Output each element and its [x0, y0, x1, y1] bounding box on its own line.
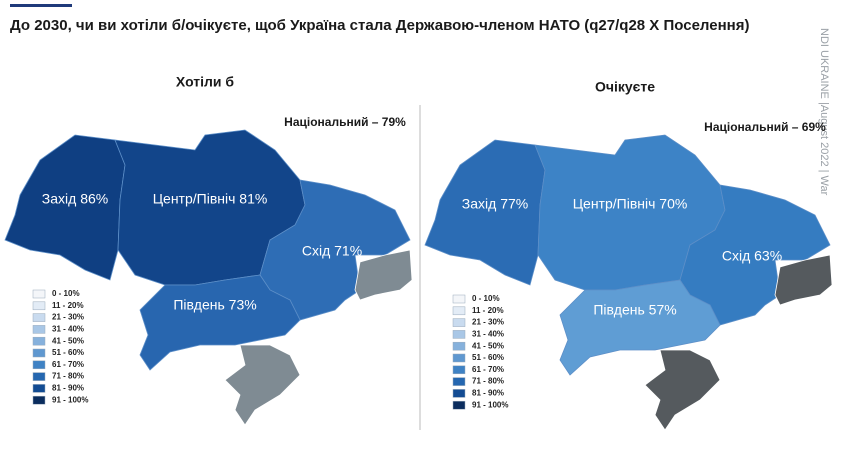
- legend-swatch: [452, 389, 466, 398]
- region-label: Захід 77%: [462, 196, 528, 212]
- region: [259, 179, 411, 321]
- legend-label: 31 - 40%: [472, 330, 504, 339]
- legend-swatch: [32, 348, 46, 358]
- legend-label: 11 - 20%: [472, 306, 504, 315]
- legend-swatch: [452, 353, 466, 363]
- occupied-region: [224, 344, 301, 426]
- legend-label: 61 - 70%: [472, 365, 504, 374]
- region-label: Південь 73%: [173, 297, 256, 313]
- legend-label: 81 - 90%: [52, 384, 84, 393]
- national-value: Національний – 79%: [284, 115, 406, 129]
- legend-swatch: [452, 294, 466, 304]
- map-title: Очікуєте: [595, 79, 655, 95]
- legend-swatch: [32, 289, 46, 299]
- occupied-region: [644, 349, 721, 431]
- region-label: Захід 86%: [42, 191, 108, 207]
- legend-swatch: [452, 377, 466, 386]
- legend-label: 31 - 40%: [52, 325, 84, 334]
- legend-label: 71 - 80%: [52, 372, 84, 381]
- region-label: Південь 57%: [593, 302, 676, 318]
- legend-swatch: [32, 336, 46, 346]
- legend-label: 21 - 30%: [52, 313, 84, 322]
- legend-swatch: [32, 384, 46, 393]
- legend-label: 61 - 70%: [52, 360, 84, 369]
- map: Очікуєте Національний – 69% Захід 77% Центр…: [424, 79, 833, 431]
- legend-label: 91 - 100%: [472, 400, 508, 409]
- legend-label: 41 - 50%: [472, 341, 504, 350]
- legend-label: 71 - 80%: [472, 377, 504, 386]
- legend-label: 51 - 60%: [52, 348, 84, 357]
- legend-label: 0 - 10%: [472, 294, 500, 303]
- legend-swatch: [32, 372, 46, 381]
- accent-bar: [10, 4, 72, 7]
- legend-label: 51 - 60%: [472, 353, 504, 362]
- region: [424, 139, 546, 286]
- legend-label: 41 - 50%: [52, 336, 84, 345]
- side-note: NDI UKRAINE |August 2022 | War: [818, 28, 830, 196]
- legend-swatch: [452, 400, 466, 410]
- legend-label: 91 - 100%: [52, 395, 88, 404]
- region-label: Схід 63%: [722, 248, 782, 264]
- legend-swatch: [452, 330, 466, 339]
- legend-label: 11 - 20%: [52, 301, 84, 310]
- legend-swatch: [32, 395, 46, 405]
- region: [4, 134, 126, 281]
- legend-swatch: [452, 341, 466, 351]
- map-title: Хотіли б: [176, 74, 234, 90]
- map: Хотіли б Національний – 79% Захід 86% Центр…: [4, 74, 413, 426]
- legend-swatch: [32, 360, 46, 370]
- region: [679, 184, 831, 326]
- legend-swatch: [32, 313, 46, 322]
- legend-label: 81 - 90%: [472, 389, 504, 398]
- national-value: Національний – 69%: [704, 120, 826, 134]
- legend-swatch: [452, 318, 466, 327]
- occupied-region: [774, 254, 833, 306]
- legend-swatch: [452, 365, 466, 375]
- legend-label: 0 - 10%: [52, 289, 80, 298]
- legend-swatch: [32, 301, 46, 311]
- occupied-region: [354, 249, 413, 301]
- page-title: До 2030, чи ви хотіли б/очікуєте, щоб Ук…: [10, 17, 749, 34]
- region-label: Центр/Північ 70%: [573, 196, 688, 212]
- region: [139, 274, 301, 371]
- region: [559, 279, 721, 376]
- region-label: Схід 71%: [302, 243, 362, 259]
- region-label: Центр/Північ 81%: [153, 191, 268, 207]
- legend-swatch: [32, 325, 46, 334]
- legend-swatch: [452, 306, 466, 316]
- legend-label: 21 - 30%: [472, 318, 504, 327]
